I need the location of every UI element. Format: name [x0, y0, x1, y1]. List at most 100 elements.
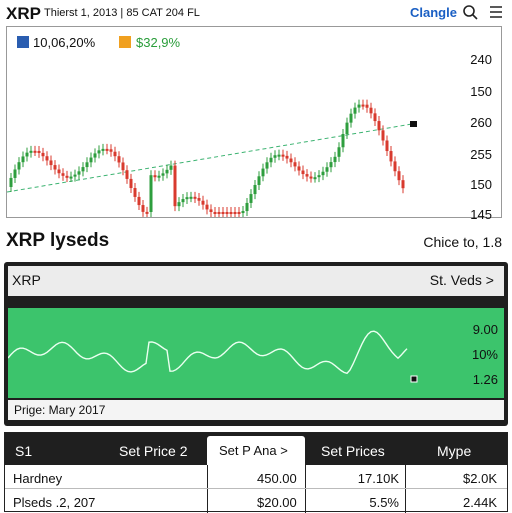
- app-title: XRP: [6, 4, 41, 23]
- candle-body: [377, 121, 381, 131]
- candle-body: [65, 175, 69, 178]
- candle-body: [177, 202, 181, 207]
- candle-body: [341, 134, 345, 148]
- icons[interactable]: [462, 4, 508, 20]
- candle-body: [141, 205, 145, 212]
- candle-body: [297, 166, 301, 171]
- candle-body: [217, 212, 221, 214]
- badge: $32,9%: [119, 35, 180, 50]
- candle-body: [273, 155, 277, 158]
- candle-body: [241, 211, 245, 214]
- candle-body: [337, 147, 341, 157]
- candle-body: [365, 104, 369, 108]
- axis-label: 10%: [471, 347, 498, 362]
- tab-text[interactable]: Set P Ana: [219, 443, 277, 458]
- panel-action[interactable]: St. Veds >: [429, 272, 494, 288]
- candle-body: [197, 198, 201, 201]
- candle-body: [45, 156, 49, 161]
- candle-body: [13, 169, 17, 178]
- candle-body: [321, 171, 325, 176]
- candle-body: [9, 177, 13, 187]
- candle-body: [305, 174, 309, 177]
- candle-body: [345, 122, 349, 135]
- candle-body: [85, 162, 89, 168]
- candle-body: [293, 162, 297, 167]
- candle-body: [81, 167, 85, 172]
- candle-body: [89, 157, 93, 163]
- candle-body: [169, 165, 173, 170]
- candle-body: [29, 150, 33, 153]
- candle-body: [97, 150, 101, 154]
- candle-body: [37, 150, 41, 153]
- header-cell[interactable]: Set Prices: [321, 443, 385, 459]
- candle-body: [201, 200, 205, 205]
- header-cell[interactable]: Set Price 2: [119, 443, 188, 459]
- candle-body: [193, 196, 197, 199]
- header-cell[interactable]: Mype: [437, 443, 472, 459]
- candle-body: [369, 107, 373, 114]
- candle-body: [69, 176, 73, 179]
- candle-body: [349, 113, 353, 123]
- panel: XRP St. Veds > 9.00 10% 1.26 Prige: Mary…: [4, 262, 508, 426]
- axis-label: 145: [470, 207, 492, 222]
- candle-body: [289, 158, 293, 163]
- candle-body: [313, 177, 317, 180]
- candle-body: [113, 151, 117, 157]
- cell: Plseds .2, 207: [13, 495, 96, 510]
- trend-line: [8, 330, 408, 375]
- candle-body: [21, 156, 25, 163]
- candle-body: [25, 152, 29, 157]
- badge-text: 10,06,20%: [33, 35, 96, 50]
- table: S1 Set Price 2 Set P Ana > Set Prices My…: [4, 432, 508, 513]
- candle-body: [133, 188, 137, 197]
- candle-body: [173, 165, 177, 207]
- line-chart: [8, 308, 504, 398]
- candle-body: [73, 174, 77, 177]
- axis-label: 255: [470, 147, 492, 162]
- active-tab[interactable]: [207, 436, 305, 465]
- candle-body: [41, 152, 45, 157]
- axis-label: 1.26: [472, 372, 498, 387]
- candle-body: [329, 162, 333, 168]
- cell: 5.5%: [369, 495, 399, 510]
- candle-body: [225, 212, 229, 214]
- cell: $20.00: [257, 495, 297, 510]
- candle-body: [401, 180, 405, 189]
- candle-body: [233, 212, 237, 214]
- badge-text: $32,9%: [136, 35, 181, 50]
- candle-body: [301, 170, 305, 175]
- header-cell[interactable]: Set P Ana >: [219, 443, 288, 458]
- link[interactable]: Clangle: [410, 5, 457, 20]
- candle-body: [357, 104, 361, 108]
- candle-body: [33, 150, 37, 153]
- candle-body: [181, 199, 185, 203]
- candle-body: [261, 168, 265, 177]
- candle-body: [317, 175, 321, 178]
- candle-body: [265, 162, 269, 169]
- candles: [7, 99, 417, 217]
- panel-action-text[interactable]: St. Veds: [429, 272, 482, 288]
- candle-body: [57, 169, 61, 174]
- panel-header: [8, 266, 504, 296]
- candle-body: [325, 167, 329, 172]
- candle-body: [149, 175, 153, 212]
- candle-body: [245, 202, 249, 212]
- candle-body: [121, 162, 125, 171]
- candle-body: [17, 162, 21, 170]
- candle-body: [393, 161, 397, 172]
- candle-body: [129, 178, 133, 189]
- candle-body: [125, 170, 129, 179]
- candle-body: [285, 155, 289, 159]
- candle-body: [61, 173, 65, 176]
- candle-body: [381, 130, 385, 141]
- candle-body: [185, 197, 189, 200]
- candle-body: [117, 156, 121, 163]
- candle-body: [165, 169, 169, 174]
- cell: 450.00: [257, 471, 297, 486]
- candle-body: [353, 107, 357, 114]
- candle-body: [205, 204, 209, 210]
- candle-body: [109, 149, 113, 152]
- candle-body: [277, 154, 281, 157]
- candle-body: [93, 153, 97, 158]
